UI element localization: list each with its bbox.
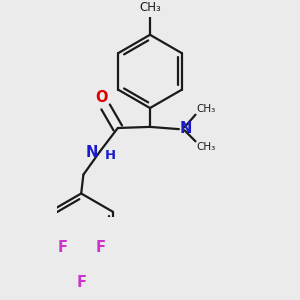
Text: F: F	[95, 240, 105, 255]
Text: N: N	[180, 121, 192, 136]
Text: CH₃: CH₃	[139, 1, 161, 14]
Text: CH₃: CH₃	[196, 103, 216, 114]
Text: N: N	[85, 145, 98, 160]
Text: F: F	[57, 240, 67, 255]
Text: CH₃: CH₃	[196, 142, 216, 152]
Text: F: F	[76, 275, 86, 290]
Text: H: H	[105, 149, 116, 162]
Text: O: O	[95, 90, 108, 105]
